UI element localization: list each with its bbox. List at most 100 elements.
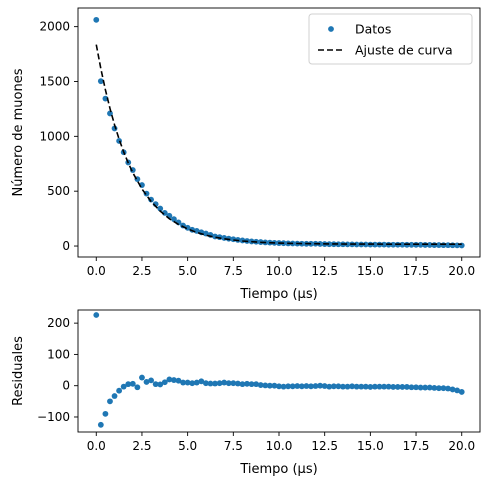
- data-point: [102, 95, 109, 102]
- x-axis-label: Tiempo (µs): [239, 287, 317, 302]
- data-point: [207, 380, 214, 387]
- data-point: [152, 381, 159, 388]
- data-point: [353, 383, 360, 390]
- data-point: [143, 379, 150, 385]
- data-point: [157, 205, 164, 212]
- data-point: [175, 377, 182, 384]
- data-point: [225, 380, 232, 387]
- data-point: [289, 383, 296, 390]
- data-point: [253, 381, 260, 388]
- data-point: [440, 385, 447, 392]
- x-tick-label: 0.0: [87, 439, 106, 453]
- data-point: [203, 380, 209, 387]
- legend: Datos Ajuste de curva: [308, 13, 473, 65]
- data-point: [413, 384, 419, 391]
- data-point: [326, 241, 333, 248]
- data-point: [180, 379, 186, 386]
- x-tick-label: 0.0: [87, 264, 106, 278]
- data-point: [445, 385, 451, 392]
- x-tick-label: 20.0: [448, 439, 475, 453]
- data-point: [358, 383, 365, 390]
- data-point: [454, 387, 461, 394]
- data-point: [271, 382, 278, 389]
- data-point: [303, 383, 310, 389]
- x-tick-label: 15.0: [357, 439, 384, 453]
- data-point: [248, 381, 255, 388]
- data-point: [184, 224, 191, 231]
- data-point: [189, 380, 196, 387]
- x-tick-label: 5.0: [178, 439, 197, 453]
- x-tick-label: 10.0: [266, 264, 293, 278]
- data-point: [230, 380, 237, 387]
- data-point: [129, 380, 136, 387]
- data-point: [193, 379, 200, 386]
- data-point: [157, 381, 164, 388]
- y-tick-label: 1000: [39, 129, 70, 143]
- data-point: [234, 380, 241, 387]
- data-point: [330, 383, 337, 390]
- data-point: [417, 241, 424, 248]
- data-point: [93, 16, 100, 23]
- data-point: [435, 385, 442, 392]
- data-point: [184, 379, 191, 386]
- x-tick-label: 15.0: [357, 264, 384, 278]
- data-point: [212, 380, 218, 387]
- data-point: [381, 383, 387, 390]
- data-point: [390, 241, 397, 248]
- x-tick-label: 2.5: [132, 439, 151, 453]
- data-point: [340, 383, 346, 390]
- data-point: [349, 383, 355, 390]
- data-point: [102, 410, 109, 417]
- data-point: [276, 383, 282, 390]
- y-tick-label: 2000: [39, 20, 70, 34]
- x-axis-label: Tiempo (µs): [239, 462, 317, 477]
- data-point: [262, 382, 269, 389]
- data-point: [362, 241, 369, 248]
- decay-plot: 0.0 2.5 5.0 7.5 10.0 12.5 15.0 17.5 20.0 0 500 1000…: [11, 7, 481, 302]
- data-point: [394, 384, 401, 390]
- data-point: [381, 241, 387, 248]
- y-tick-label: 500: [47, 184, 70, 198]
- data-point: [280, 383, 287, 390]
- data-point: [107, 398, 113, 405]
- data-point: [161, 379, 168, 386]
- x-tick-label: 17.5: [403, 439, 430, 453]
- x-tick-label: 5.0: [178, 264, 197, 278]
- y-tick-label: 0: [62, 379, 70, 393]
- x-tick-label: 7.5: [224, 264, 243, 278]
- data-point: [344, 241, 351, 248]
- data-point: [404, 384, 410, 390]
- data-point: [372, 383, 378, 390]
- data-point: [449, 386, 456, 393]
- legend-label: Datos: [355, 22, 391, 37]
- data-point: [422, 384, 429, 391]
- y-tick-label: 100: [47, 347, 70, 361]
- data-point: [120, 383, 127, 390]
- data-point: [266, 382, 273, 389]
- data-point: [166, 376, 173, 383]
- data-point: [171, 377, 177, 383]
- legend-label: Ajuste de curva: [355, 43, 453, 58]
- data-point: [399, 241, 406, 248]
- data-point: [111, 393, 118, 399]
- data-point: [362, 383, 369, 390]
- data-point: [335, 241, 342, 248]
- data-point: [312, 383, 319, 389]
- data-point: [376, 383, 383, 390]
- x-tick-label: 12.5: [311, 439, 338, 453]
- data-point: [216, 380, 223, 387]
- data-point: [298, 383, 305, 390]
- x-tick-label: 2.5: [132, 264, 151, 278]
- y-axis-label: Residuales: [11, 336, 26, 406]
- x-tick-label: 7.5: [224, 439, 243, 453]
- data-point: [326, 383, 333, 390]
- data-point: [244, 380, 250, 387]
- data-point: [116, 387, 123, 394]
- data-point: [125, 381, 132, 388]
- data-point: [390, 384, 397, 390]
- data-point: [134, 384, 141, 391]
- data-point: [458, 389, 465, 395]
- data-point: [139, 374, 145, 381]
- residuals-plot: 0.0 2.5 5.0 7.5 10.0 12.5 15.0 17.5 20.0 −100 0 100…: [11, 309, 481, 477]
